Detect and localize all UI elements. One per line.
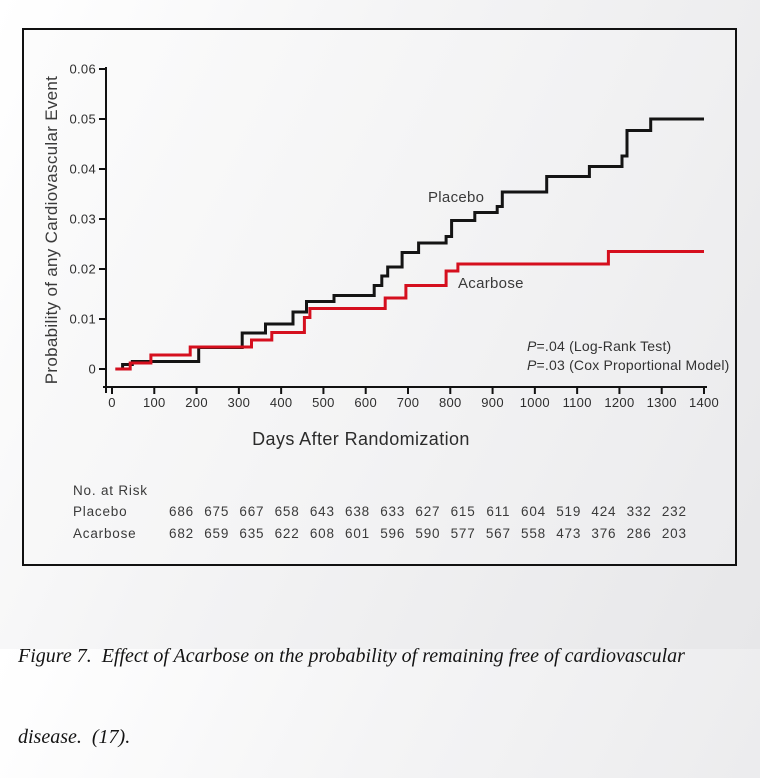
risk-value: 658 (274, 504, 300, 519)
caption-line-2: disease. (17). (18, 726, 131, 748)
risk-value: 332 (626, 504, 652, 519)
risk-value: 424 (591, 504, 617, 519)
risk-value: 608 (309, 526, 335, 541)
risk-row-label: Acarbose (73, 526, 137, 541)
risk-value: 473 (556, 526, 582, 541)
acarbose-curve-label: Acarbose (458, 275, 524, 292)
y-axis-title: Probability of any Cardiovascular Event (42, 75, 61, 385)
risk-value: 577 (450, 526, 476, 541)
risk-value: 567 (485, 526, 511, 541)
risk-row-placebo: Placebo 686 675 667 658 643 638 633 627 615 611 60… (0, 504, 760, 520)
figure-caption: Figure 7. Effect of Acarbose on the prob… (18, 589, 748, 778)
risk-value: 682 (169, 526, 194, 541)
x-axis-title: Days After Randomization (252, 429, 470, 449)
risk-value: 627 (415, 504, 441, 519)
risk-value: 232 (661, 504, 687, 519)
risk-value: 286 (626, 526, 652, 541)
risk-table-header: No. at Risk (73, 483, 148, 498)
placebo-curve-label: Placebo (428, 189, 485, 206)
risk-value: 615 (450, 504, 476, 519)
pvalue-cox-note: P=.03 (Cox Proportional Model) (527, 357, 730, 373)
risk-row-label: Placebo (73, 504, 128, 519)
caption-line-1: Figure 7. Effect of Acarbose on the prob… (18, 645, 685, 667)
risk-value: 590 (415, 526, 441, 541)
risk-value: 519 (556, 504, 582, 519)
risk-value: 659 (204, 526, 230, 541)
risk-value: 675 (204, 504, 230, 519)
risk-value: 604 (521, 504, 546, 519)
risk-value: 558 (521, 526, 546, 541)
risk-value: 611 (486, 504, 511, 519)
risk-value: 686 (169, 504, 194, 519)
risk-value: 643 (309, 504, 335, 519)
risk-value: 635 (239, 526, 265, 541)
risk-value: 601 (345, 526, 370, 541)
risk-row-acarbose: Acarbose 682 659 635 622 608 601 596 590 577 567 5… (0, 526, 760, 542)
risk-value: 622 (274, 526, 300, 541)
risk-value: 667 (239, 504, 265, 519)
risk-value: 376 (591, 526, 617, 541)
risk-value: 203 (661, 526, 687, 541)
risk-value: 596 (380, 526, 406, 541)
risk-value: 638 (345, 504, 370, 519)
pvalue-logrank-note: P=.04 (Log-Rank Test) (527, 338, 672, 354)
risk-value: 633 (380, 504, 406, 519)
